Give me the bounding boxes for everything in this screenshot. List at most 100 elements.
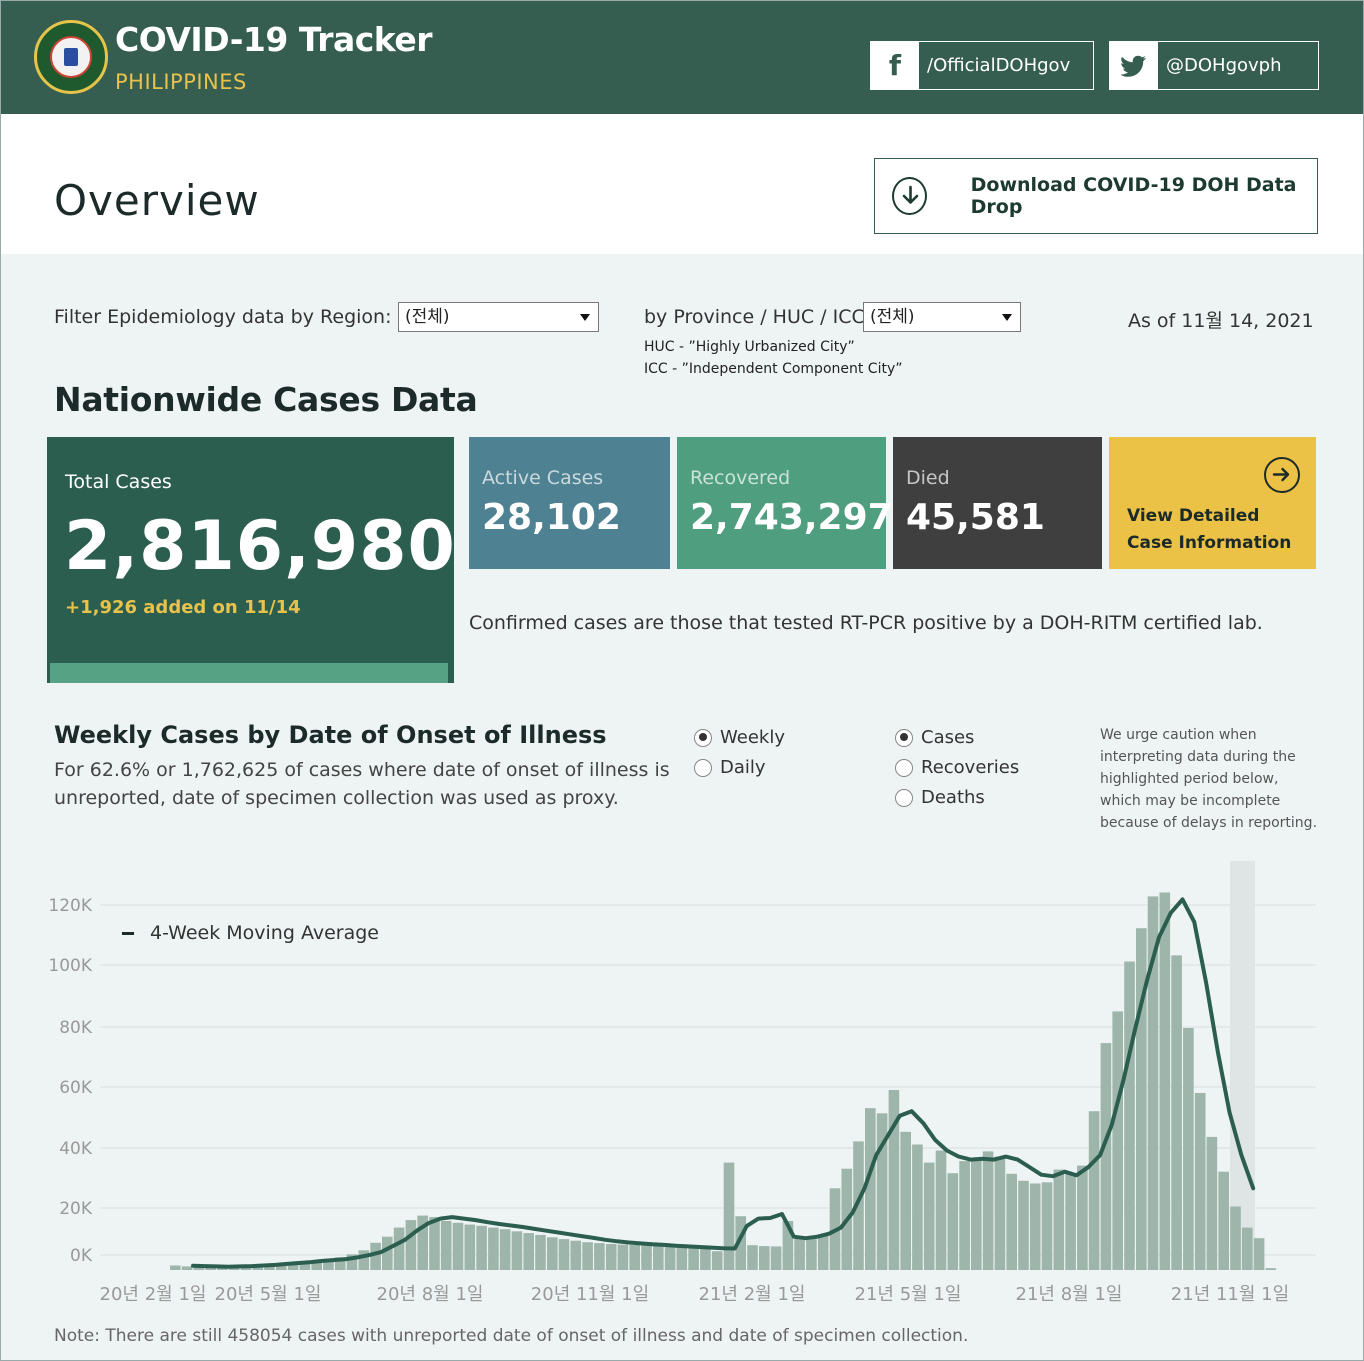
died-card: Died 45,581 — [893, 437, 1102, 569]
bar-mark — [1171, 955, 1182, 1270]
x-tick-label: 20년 2월 1일 — [100, 1284, 207, 1305]
view-detailed-case-button[interactable]: View Detailed Case Information — [1109, 437, 1316, 569]
bar-mark — [1065, 1173, 1076, 1270]
y-tick-label: 20K — [59, 1199, 93, 1219]
bar-mark — [1018, 1180, 1029, 1270]
bar-mark — [900, 1131, 911, 1270]
bar-mark — [511, 1231, 523, 1270]
bar-mark — [287, 1262, 299, 1270]
bar-mark — [1218, 1171, 1229, 1270]
total-cases-value: 2,816,980 — [64, 507, 456, 586]
bar-mark — [1183, 1028, 1194, 1270]
y-tick-label: 80K — [59, 1018, 93, 1038]
icc-note: ICC - ”Independent Component City” — [644, 361, 903, 377]
radio-deaths[interactable]: Deaths — [895, 787, 985, 808]
bar-mark — [641, 1245, 652, 1270]
bar-mark — [535, 1234, 546, 1270]
download-arrow-icon — [892, 177, 927, 215]
twitter-handle: @DOHgovph — [1166, 55, 1282, 76]
bar-mark — [393, 1227, 405, 1270]
bar-mark — [676, 1247, 688, 1270]
huc-note: HUC - ”Highly Urbanized City” — [644, 339, 855, 355]
app-subtitle: PHILIPPINES — [115, 70, 247, 94]
radio-daily[interactable]: Daily — [694, 757, 766, 778]
bar-mark — [653, 1246, 664, 1270]
bar-mark — [323, 1259, 334, 1270]
bar-mark — [971, 1158, 982, 1270]
download-data-drop-button[interactable]: Download COVID-19 DOH Data Drop — [874, 158, 1318, 234]
recovered-card: Recovered 2,743,297 — [677, 437, 893, 569]
arrow-right-circle-icon — [1264, 457, 1300, 493]
radio-unselected-icon — [895, 788, 913, 807]
view-line-1: View Detailed — [1127, 506, 1260, 526]
bar-mark — [1159, 892, 1171, 1270]
total-cases-label: Total Cases — [65, 471, 172, 493]
facebook-link[interactable]: f /OfficialDOHgov — [870, 41, 1094, 90]
y-tick-label: 120K — [48, 896, 92, 916]
active-cases-label: Active Cases — [482, 467, 604, 489]
download-label: Download COVID-19 DOH Data Drop — [970, 174, 1297, 218]
total-cases-card: Total Cases 2,816,980 +1,926 added on 11… — [47, 437, 456, 683]
confirmed-note: Confirmed cases are those that tested RT… — [469, 612, 1263, 634]
x-tick-label: 21년 8월 1일 — [1016, 1284, 1123, 1305]
bar-mark — [523, 1233, 534, 1270]
province-filter-label: by Province / HUC / ICC: — [644, 306, 872, 328]
bar-mark — [629, 1244, 640, 1270]
bar-mark — [370, 1242, 381, 1270]
chevron-down-icon — [580, 314, 590, 321]
twitter-link[interactable]: @DOHgovph — [1109, 41, 1319, 90]
bar-mark — [193, 1267, 205, 1270]
bar-mark — [947, 1173, 959, 1270]
bar-mark — [1206, 1136, 1218, 1270]
region-select-value: (전체) — [405, 307, 450, 327]
x-tick-label: 21년 2월 1일 — [699, 1284, 806, 1305]
bar-mark — [759, 1246, 770, 1270]
bar-mark — [346, 1254, 358, 1270]
radio-daily-label: Daily — [720, 757, 766, 778]
region-filter-label: Filter Epidemiology data by Region: — [54, 306, 392, 328]
bar-mark — [688, 1248, 699, 1270]
view-line-2: Case Information — [1127, 533, 1292, 553]
died-label: Died — [906, 467, 950, 489]
y-tick-label: 40K — [59, 1139, 93, 1159]
radio-recoveries-label: Recoveries — [921, 757, 1020, 778]
region-select[interactable]: (전체) — [398, 302, 599, 332]
bar-mark — [888, 1090, 900, 1270]
radio-recoveries[interactable]: Recoveries — [895, 757, 1019, 778]
radio-unselected-icon — [694, 758, 712, 777]
bar-mark — [912, 1144, 923, 1270]
legend-ma-label: 4-Week Moving Average — [150, 922, 379, 944]
bar-mark — [1041, 1182, 1053, 1270]
bar-mark — [170, 1265, 181, 1270]
bar-mark — [1194, 1093, 1206, 1270]
radio-weekly-label: Weekly — [720, 727, 785, 748]
bar-mark — [1147, 896, 1159, 1270]
radio-selected-icon — [895, 728, 913, 747]
radio-unselected-icon — [895, 758, 913, 777]
app-title: COVID-19 Tracker — [115, 20, 433, 59]
province-select[interactable]: (전체) — [863, 302, 1021, 332]
bar-mark — [817, 1234, 829, 1270]
y-tick-label: 0K — [70, 1246, 93, 1266]
incomplete-period-highlight — [1230, 861, 1255, 1270]
radio-weekly[interactable]: Weekly — [694, 727, 785, 748]
page-title: Overview — [54, 176, 260, 225]
y-tick-label: 60K — [59, 1078, 93, 1098]
bar-mark — [1112, 1011, 1123, 1270]
bar-mark — [570, 1240, 582, 1270]
bar-mark — [1242, 1227, 1253, 1270]
bar-mark — [617, 1244, 629, 1270]
bar-mark — [664, 1246, 676, 1270]
radio-cases[interactable]: Cases — [895, 727, 974, 748]
bar-mark — [311, 1260, 322, 1270]
recovered-label: Recovered — [690, 467, 791, 489]
chevron-down-icon — [1002, 314, 1012, 321]
caution-note: We urge caution when interpreting data d… — [1100, 727, 1318, 831]
bar-mark — [782, 1221, 794, 1270]
chart-footnote: Note: There are still 458054 cases with … — [54, 1326, 969, 1346]
bar-mark — [499, 1229, 511, 1270]
bar-mark — [1253, 1238, 1265, 1270]
bar-mark — [1265, 1268, 1277, 1270]
bar-mark — [181, 1266, 193, 1270]
bar-mark — [452, 1222, 464, 1270]
